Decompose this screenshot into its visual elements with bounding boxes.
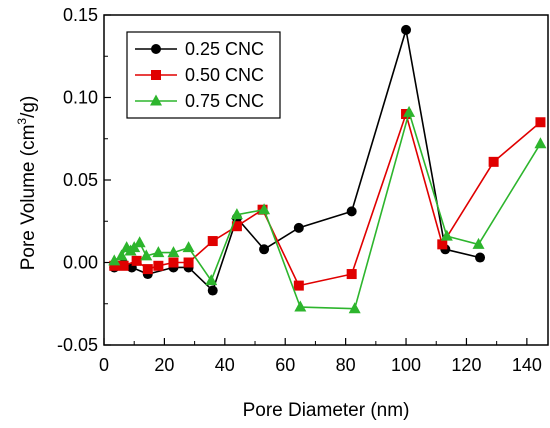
y-axis-title-tail: /g) (18, 96, 39, 118)
y-tick-label: 0.10 (63, 88, 98, 108)
series-line (114, 111, 541, 287)
data-point (440, 229, 453, 241)
data-point (535, 117, 546, 128)
data-point (142, 264, 153, 275)
axes-layer: 0 20 40 60 80 100 120 140 -0.05 0.00 0.05 0.10 0.15 (57, 5, 549, 375)
data-point (109, 260, 120, 271)
x-tick-label: 80 (336, 355, 356, 375)
data-point (293, 280, 304, 291)
legend-label: 0.25 CNC (185, 39, 264, 59)
legend: 0.25 CNC 0.50 CNC 0.75 CNC (126, 31, 281, 119)
data-point (118, 260, 129, 271)
data-point (534, 137, 547, 149)
data-point (168, 257, 179, 268)
data-point (346, 206, 357, 217)
data-point (293, 222, 304, 233)
data-point (131, 255, 142, 266)
data-point (346, 269, 357, 280)
data-point (115, 249, 128, 261)
x-tick-label: 20 (154, 355, 174, 375)
x-tick-label: 140 (512, 355, 542, 375)
data-point (153, 260, 164, 271)
series-layer (108, 24, 547, 314)
y-axis-title-main: Pore Volume (cm (18, 125, 39, 271)
series-0-50-cnc (109, 109, 546, 291)
data-point (133, 236, 146, 248)
y-tick-label: 0.15 (63, 5, 98, 25)
data-point (152, 246, 165, 258)
legend-marker (150, 94, 162, 106)
series-0-75-cnc (108, 105, 547, 314)
data-point (207, 236, 218, 247)
y-tick-label: 0.00 (63, 253, 98, 273)
x-tick-label: 0 (99, 355, 109, 375)
data-point (348, 302, 361, 314)
y-axis-title: Pore Volume (cm3/g) (15, 96, 39, 271)
data-point (205, 274, 218, 286)
data-point (231, 221, 242, 232)
x-tick-label: 100 (391, 355, 421, 375)
legend-label: 0.50 CNC (185, 65, 264, 85)
data-point (403, 105, 416, 117)
data-point (183, 257, 194, 268)
data-point (167, 246, 180, 258)
legend-marker (151, 44, 161, 54)
data-point (437, 239, 448, 250)
x-tick-label: 120 (451, 355, 481, 375)
y-tick-label: 0.05 (63, 170, 98, 190)
data-point (472, 237, 485, 249)
x-tick-label: 60 (275, 355, 295, 375)
data-point (140, 249, 153, 261)
data-point (259, 244, 270, 255)
data-point (258, 203, 271, 215)
data-point (207, 285, 218, 296)
data-point (294, 300, 307, 312)
legend-label: 0.75 CNC (185, 91, 264, 111)
x-axis-title: Pore Diameter (nm) (243, 400, 410, 421)
data-point (182, 241, 195, 253)
data-point (488, 156, 499, 167)
data-point (108, 254, 121, 266)
x-tick-label: 40 (215, 355, 235, 375)
y-axis-title-superscript: 3 (15, 118, 29, 125)
data-point (230, 208, 243, 220)
legend-marker (151, 70, 161, 80)
y-tick-label: -0.05 (57, 335, 98, 355)
data-point (401, 24, 412, 35)
data-point (475, 252, 486, 263)
